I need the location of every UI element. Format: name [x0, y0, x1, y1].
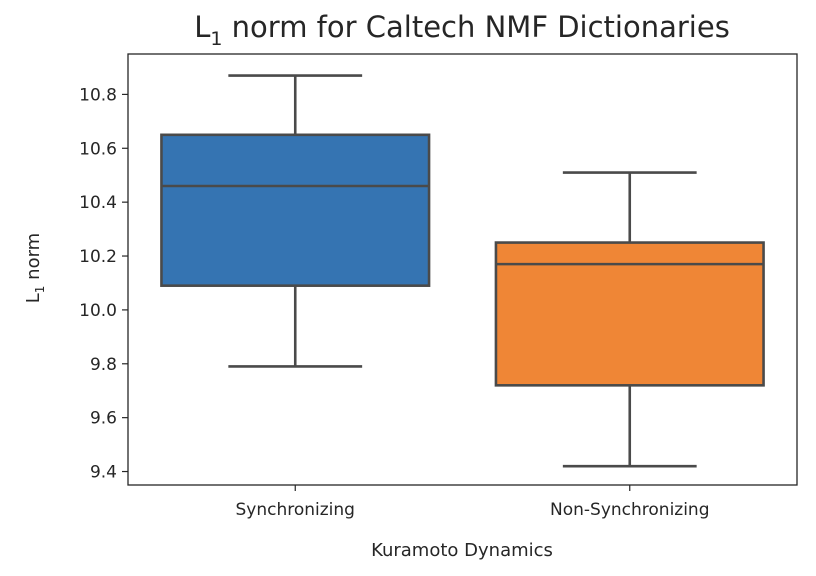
interquartile-box [160, 133, 431, 287]
x-axis-ticks: Synchronizing Non-Synchronizing [236, 485, 710, 520]
x-tick-label: Non-Synchronizing [550, 500, 710, 520]
y-axis-label-subscript: 1 [33, 286, 47, 294]
y-axis-ticks: 9.4 9.6 9.8 10.0 10.2 10.4 10.6 10.8 [79, 85, 128, 483]
box-1 [494, 171, 765, 468]
y-axis-label-main: L [23, 293, 44, 303]
y-tick-label: 10.8 [79, 85, 117, 105]
plot-area-frame [127, 53, 798, 486]
y-tick-label: 10.6 [79, 139, 117, 159]
y-axis-label-rest: norm [23, 233, 44, 286]
x-tick-label: Synchronizing [236, 500, 355, 520]
interquartile-box [494, 241, 765, 387]
y-tick-label: 9.6 [90, 409, 117, 429]
y-axis-label: L1 norm [23, 233, 47, 303]
chart-title-rest: norm for Caltech NMF Dictionaries [222, 10, 729, 44]
box-0 [160, 74, 431, 368]
chart-title: L1 norm for Caltech NMF Dictionaries [194, 10, 730, 50]
y-tick-label: 10.4 [79, 193, 117, 213]
y-tick-label: 10.0 [79, 301, 117, 321]
x-axis-label: Kuramoto Dynamics [371, 540, 553, 561]
chart-title-subscript: 1 [210, 28, 222, 50]
box-series [160, 74, 765, 468]
y-tick-label: 9.4 [90, 463, 117, 483]
y-tick-label: 10.2 [79, 247, 117, 267]
chart-title-main: L [194, 10, 210, 44]
y-tick-label: 9.8 [90, 355, 117, 375]
